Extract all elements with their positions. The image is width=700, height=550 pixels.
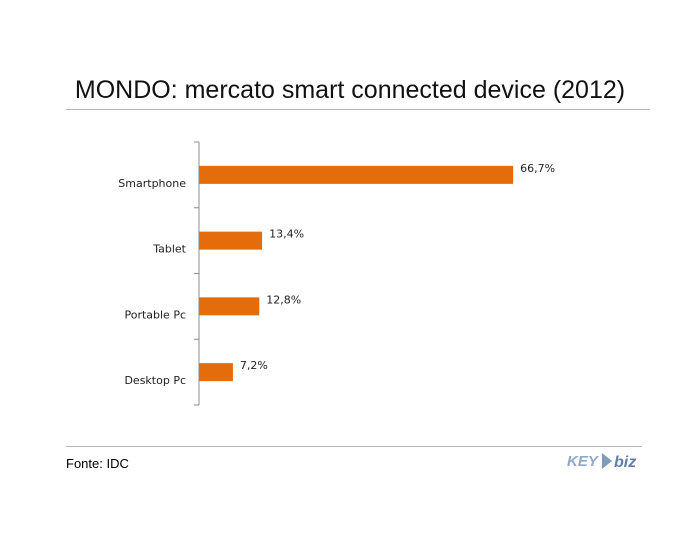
category-label: Smartphone bbox=[118, 177, 186, 190]
key4biz-logo: KEY biz bbox=[567, 453, 636, 471]
bar-tablet bbox=[199, 231, 263, 250]
data-label: 66,7% bbox=[520, 162, 555, 175]
bar-desktop-pc bbox=[199, 363, 233, 382]
bar-portable-pc bbox=[199, 297, 260, 316]
chart-axis bbox=[194, 141, 200, 406]
svg-text:KEY: KEY bbox=[567, 453, 600, 470]
data-label: 7,2% bbox=[240, 359, 268, 372]
source-note: Fonte: IDC bbox=[66, 456, 129, 471]
chart-title: MONDO: mercato smart connected device (2… bbox=[74, 76, 626, 104]
category-label: Portable Pc bbox=[124, 308, 186, 321]
data-label: 12,8% bbox=[266, 293, 301, 306]
title-divider bbox=[66, 109, 650, 110]
bar-smartphone bbox=[199, 165, 514, 184]
chart-labels: 66,7% Smartphone 13,4% Tablet 12,8% Portable … bbox=[118, 162, 555, 387]
chart-bars bbox=[199, 165, 514, 382]
category-label: Desktop Pc bbox=[124, 374, 186, 387]
svg-text:biz: biz bbox=[614, 454, 636, 471]
category-label: Tablet bbox=[152, 243, 186, 256]
footer-divider bbox=[66, 446, 642, 447]
data-label: 13,4% bbox=[269, 228, 304, 241]
bar-chart: 66,7% Smartphone 13,4% Tablet 12,8% Portable … bbox=[118, 141, 555, 406]
